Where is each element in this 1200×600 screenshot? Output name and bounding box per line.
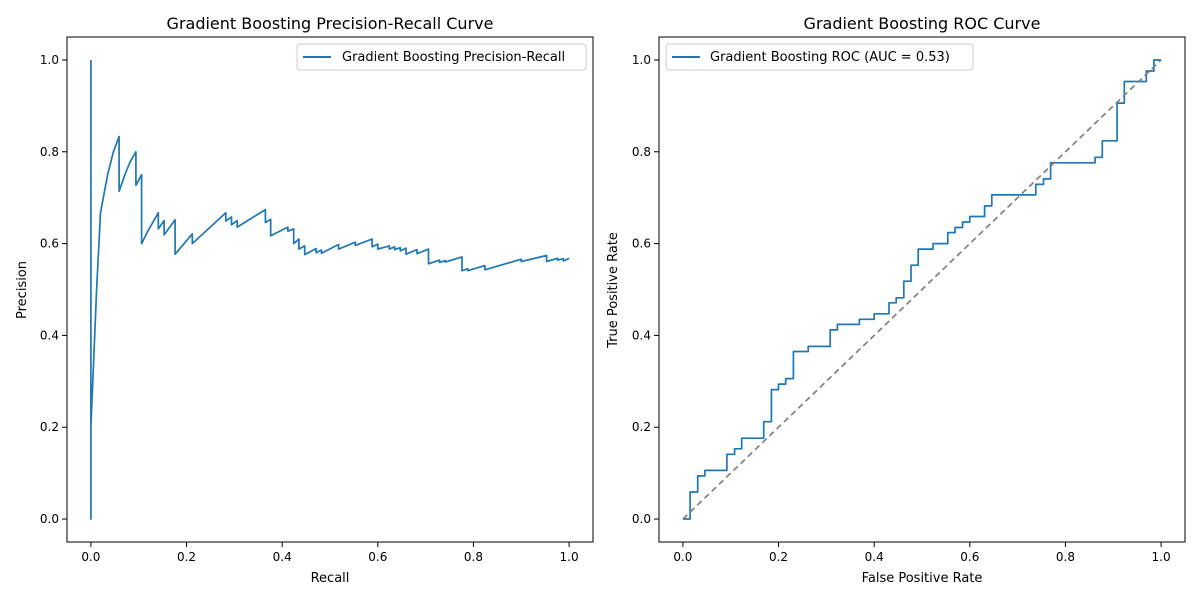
legend-label: Gradient Boosting ROC (AUC = 0.53) [710, 50, 950, 65]
legend-box [296, 43, 587, 71]
y-axis-label: True Positive Rate [606, 232, 621, 349]
y-axis: 0.0 0.2 0.4 0.6 0.8 1.0 [632, 53, 659, 526]
y-tick-label: 0.6 [632, 237, 651, 251]
x-tick-label: 0.2 [177, 550, 196, 564]
plot-lines [682, 59, 1162, 520]
chart-title: Gradient Boosting Precision-Recall Curve [167, 14, 494, 33]
y-axis: 0.0 0.2 0.4 0.6 0.8 1.0 [40, 53, 67, 526]
x-axis: 0.0 0.2 0.4 0.6 0.8 1.0 [673, 542, 1171, 564]
x-tick-label: 0.6 [368, 550, 387, 564]
roc-chart: Gradient Boosting ROC Curve 0.0 0.2 0.4 0.6… [606, 14, 1186, 586]
x-tick-label: 0.4 [865, 550, 884, 564]
chance-diagonal-line [682, 59, 1162, 520]
x-tick-label: 1.0 [560, 550, 579, 564]
chart-title: Gradient Boosting ROC Curve [804, 14, 1041, 33]
x-tick-label: 0.0 [673, 550, 692, 564]
plot-frame [66, 36, 594, 543]
x-axis-label: False Positive Rate [862, 571, 983, 586]
plot-lines [90, 60, 570, 520]
y-tick-label: 0.0 [632, 512, 651, 526]
precision-recall-chart: Gradient Boosting Precision-Recall Curve… [15, 14, 594, 586]
legend: Gradient Boosting ROC (AUC = 0.53) [665, 43, 974, 71]
series-line-0 [682, 59, 1162, 520]
y-tick-label: 0.8 [40, 145, 59, 159]
plot-frame [658, 36, 1186, 543]
y-tick-label: 1.0 [632, 53, 651, 67]
x-tick-label: 0.0 [81, 550, 100, 564]
x-tick-label: 0.6 [960, 550, 979, 564]
x-axis: 0.0 0.2 0.4 0.6 0.8 1.0 [81, 542, 579, 564]
x-tick-label: 0.8 [1056, 550, 1075, 564]
legend: Gradient Boosting Precision-Recall [296, 43, 587, 71]
x-axis-label: Recall [311, 571, 350, 586]
y-tick-label: 0.8 [632, 145, 651, 159]
y-tick-label: 0.2 [632, 420, 651, 434]
y-tick-label: 0.4 [632, 328, 651, 342]
y-tick-label: 0.2 [40, 420, 59, 434]
series-line-0 [90, 60, 570, 520]
legend-label: Gradient Boosting Precision-Recall [342, 50, 565, 65]
y-tick-label: 1.0 [40, 53, 59, 67]
y-tick-label: 0.6 [40, 237, 59, 251]
y-axis-label: Precision [15, 261, 30, 319]
y-tick-label: 0.4 [40, 328, 59, 342]
x-tick-label: 0.4 [273, 550, 292, 564]
x-tick-label: 0.8 [464, 550, 483, 564]
legend-box [665, 43, 974, 71]
x-tick-label: 0.2 [769, 550, 788, 564]
y-tick-label: 0.0 [40, 512, 59, 526]
x-tick-label: 1.0 [1152, 550, 1171, 564]
